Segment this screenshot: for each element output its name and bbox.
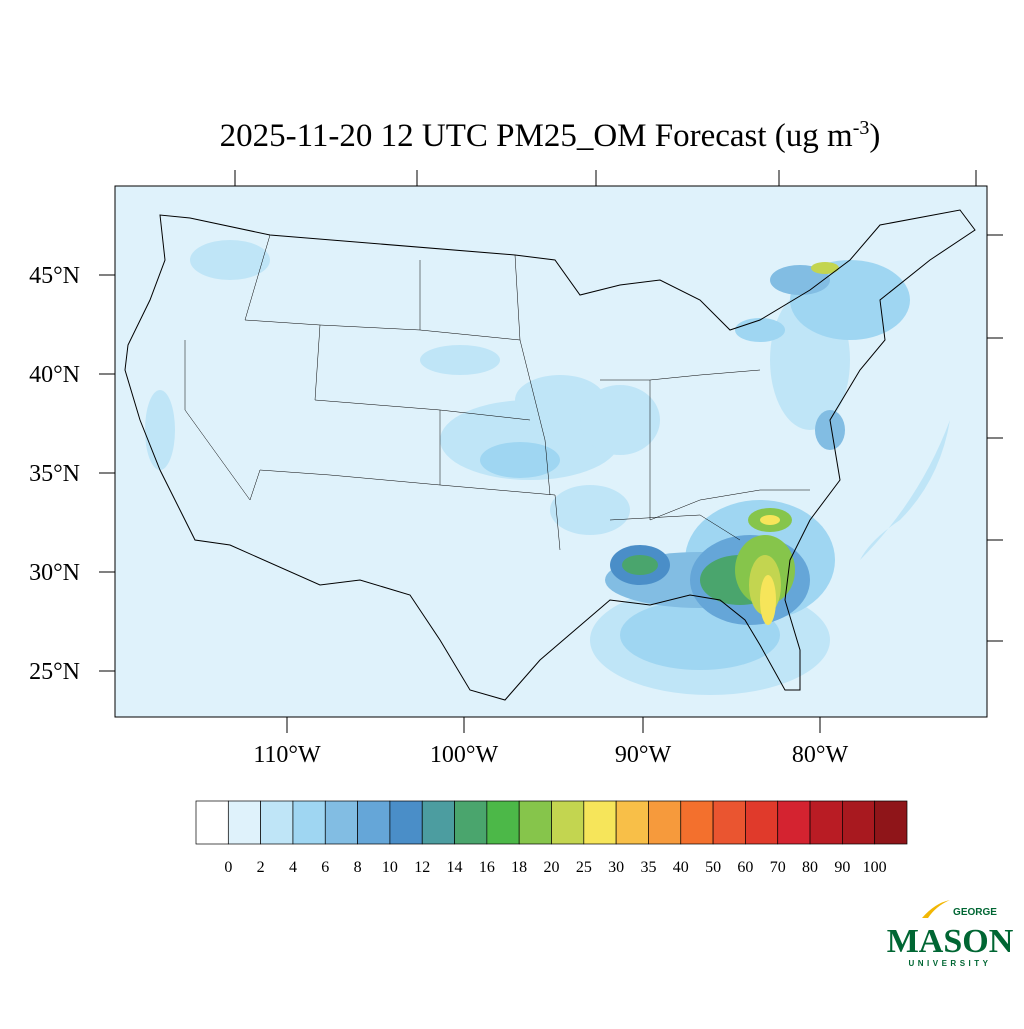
colorbar-box <box>842 800 876 845</box>
colorbar-box <box>195 800 229 845</box>
logo-top: GEORGE <box>953 907 997 918</box>
lat-label: 40°N <box>29 362 80 388</box>
colorbar-box <box>260 800 294 845</box>
colorbar-label: 20 <box>544 859 560 876</box>
lat-label: 30°N <box>29 560 80 586</box>
colorbar: 0 2 4 6 8 10 12 14 16 18 20 25 30 35 40 50 60 70 80 90 100 <box>195 800 908 876</box>
colorbar-label: 4 <box>289 859 297 876</box>
title-main: 2025-11-20 12 UTC PM25_OM Forecast (ug m <box>220 118 853 154</box>
colorbar-label: 18 <box>511 859 527 876</box>
colorbar-box <box>551 800 585 845</box>
lat-label: 35°N <box>29 461 80 487</box>
colorbar-label: 100 <box>863 859 887 876</box>
colorbar-box <box>518 800 552 845</box>
colorbar-box <box>486 800 520 845</box>
axis-ticks <box>99 170 1003 733</box>
colorbar-label: 6 <box>321 859 329 876</box>
title-superscript: -3 <box>853 117 870 139</box>
colorbar-box <box>421 800 455 845</box>
lon-label: 80°W <box>792 742 849 768</box>
colorbar-box <box>583 800 617 845</box>
colorbar-box <box>712 800 746 845</box>
lat-label: 25°N <box>29 659 80 685</box>
colorbar-label: 35 <box>640 859 656 876</box>
map-frame <box>114 185 988 718</box>
colorbar-box <box>874 800 908 845</box>
colorbar-box <box>615 800 649 845</box>
title: 2025-11-20 12 UTC PM25_OM Forecast (ug m… <box>220 117 881 154</box>
colorbar-label: 2 <box>257 859 265 876</box>
colorbar-box <box>777 800 811 845</box>
logo-bottom: UNIVERSITY <box>908 959 991 968</box>
colorbar-label: 40 <box>673 859 689 876</box>
colorbar-box <box>389 800 423 845</box>
colorbar-box <box>648 800 682 845</box>
lon-label: 110°W <box>253 742 321 768</box>
colorbar-label: 80 <box>802 859 818 876</box>
colorbar-label: 0 <box>224 859 232 876</box>
colorbar-label: 30 <box>608 859 624 876</box>
logo-main: MASON <box>887 923 1014 960</box>
colorbar-label: 16 <box>479 859 495 876</box>
colorbar-box <box>324 800 358 845</box>
colorbar-box <box>809 800 843 845</box>
colorbar-label: 12 <box>414 859 430 876</box>
concentration-field <box>145 240 950 695</box>
colorbar-box <box>357 800 391 845</box>
colorbar-label: 10 <box>382 859 398 876</box>
colorbar-box <box>454 800 488 845</box>
lon-label: 90°W <box>615 742 672 768</box>
axis-labels: 45°N 40°N 35°N 30°N 25°N 110°W 100°W 90°W 80°W <box>29 263 848 768</box>
map: 45°N 40°N 35°N 30°N 25°N 110°W 100°W 90°W 80°W <box>29 170 1003 768</box>
colorbar-label: 70 <box>770 859 786 876</box>
logo: GEORGE MASON UNIVERSITY <box>887 900 1014 968</box>
colorbar-label: 50 <box>705 859 721 876</box>
colorbar-label: 90 <box>834 859 850 876</box>
colorbar-box <box>745 800 779 845</box>
colorbar-label: 8 <box>354 859 362 876</box>
colorbar-box <box>292 800 326 845</box>
coastline <box>124 209 976 701</box>
lat-label: 45°N <box>29 263 80 289</box>
lon-label: 100°W <box>430 742 499 768</box>
colorbar-label: 14 <box>447 859 463 876</box>
colorbar-label: 25 <box>576 859 592 876</box>
title-close: ) <box>869 118 880 154</box>
colorbar-box <box>227 800 261 845</box>
colorbar-label: 60 <box>737 859 753 876</box>
colorbar-box <box>680 800 714 845</box>
